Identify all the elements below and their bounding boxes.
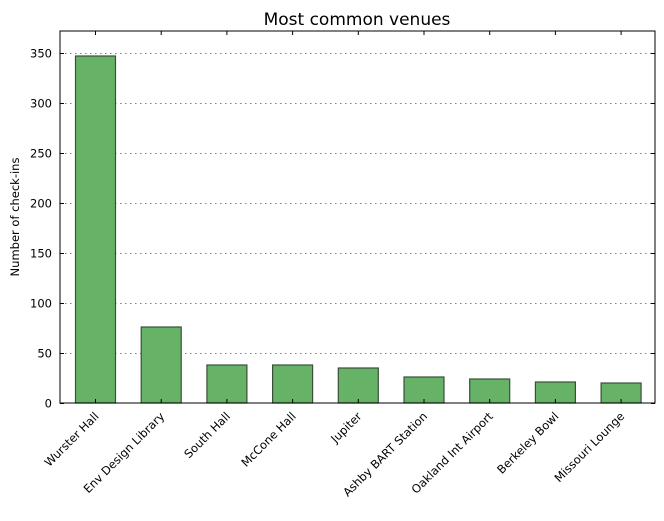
y-axis-label: Number of check-ins [8, 158, 22, 277]
y-tick-label: 200 [30, 197, 52, 211]
bar [206, 364, 248, 404]
bar [74, 55, 117, 404]
chart-title: Most common venues [264, 10, 451, 30]
bar [272, 364, 314, 404]
bar [337, 367, 379, 404]
y-tick-label: 150 [30, 247, 52, 261]
y-tick-label: 0 [45, 397, 52, 411]
y-axis-ticks: 0 50 100 150 200 250 300 350 [30, 47, 655, 411]
y-tick-label: 100 [30, 297, 52, 311]
x-tick-label: South Hall [181, 409, 233, 461]
bar [140, 326, 182, 404]
grid-lines [60, 53, 655, 354]
x-tick-label: Wurster Hall [41, 409, 101, 469]
y-tick-label: 50 [37, 347, 52, 361]
x-tick-label: Jupiter [327, 409, 364, 446]
y-tick-label: 300 [30, 97, 52, 111]
x-tick-label: Missouri Lounge [551, 409, 627, 485]
y-tick-label: 250 [30, 147, 52, 161]
y-tick-label: 350 [30, 47, 52, 61]
plot-frame [59, 30, 656, 404]
bar [403, 376, 445, 404]
x-tick-label: Berkeley Bowl [494, 409, 561, 476]
x-tick-label: McCone Hall [238, 409, 298, 469]
bars [74, 55, 642, 404]
